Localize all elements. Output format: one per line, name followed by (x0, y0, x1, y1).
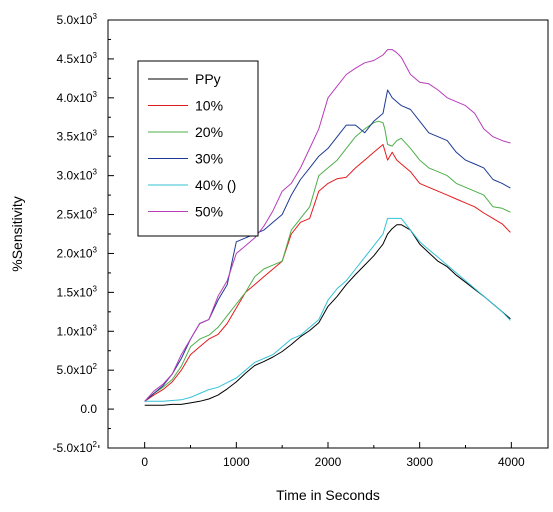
legend-label: 50% (195, 204, 223, 220)
y-tick-exponent: 3 (93, 207, 98, 216)
legend-label: PPy (195, 71, 221, 87)
y-tick-exponent: 3 (93, 12, 98, 21)
y-tick-label: 3.5x103 (57, 129, 98, 144)
series-layer (144, 49, 511, 406)
y-tick-exponent: 3 (93, 323, 98, 332)
series-line-6 (144, 49, 511, 402)
y-tick-label: 5.0x102 (57, 362, 98, 377)
y-tick-exponent: 3 (93, 245, 98, 254)
y-tick-label: 2.0x103 (57, 245, 98, 260)
legend-label: 30% (195, 151, 223, 167)
y-tick-exponent: 3 (93, 90, 98, 99)
series-line-5 (144, 217, 511, 402)
y-tick-exponent: 2 (93, 440, 98, 449)
y-tick-exponent: 3 (93, 51, 98, 60)
y-tick-exponent: 2 (93, 362, 98, 371)
x-tick-label: 4000 (498, 455, 525, 469)
series-line-2 (144, 144, 511, 402)
x-tick-label: 1000 (223, 455, 250, 469)
x-tick-label: 0 (141, 455, 148, 469)
y-tick-exponent: 3 (93, 284, 98, 293)
y-tick-label: 4.5x103 (57, 51, 98, 66)
y-tick-label: 0.0 (80, 402, 97, 416)
y-tick-label: 5.0x103 (57, 12, 98, 27)
x-axis-title: Time in Seconds (276, 487, 380, 503)
y-tick-label: 1.5x103 (57, 284, 98, 299)
y-tick-label: 4.0x103 (57, 90, 98, 105)
y-tick-exponent: 3 (93, 168, 98, 177)
legend-label: 10% (195, 98, 223, 114)
legend-label: 40% () (195, 177, 236, 193)
y-tick-label: -5.0x102 (53, 440, 98, 455)
legend-box (137, 60, 259, 237)
y-tick-label: 3.0x103 (57, 168, 98, 183)
series-line-3 (144, 120, 511, 402)
y-tick-exponent: 3 (93, 129, 98, 138)
y-tick-label: 1.0x103 (57, 323, 98, 338)
x-tick-label: 3000 (406, 455, 433, 469)
y-tick-label: 2.5x103 (57, 207, 98, 222)
series-line-1 (144, 224, 511, 406)
x-axis-ticks: 0 1000 2000 3000 4000 (98, 442, 525, 469)
legend: PPy 10% 20% 30% 40% () 50% (137, 60, 259, 237)
x-tick-label: 2000 (315, 455, 342, 469)
y-axis-ticks: -5.0x102 0.0 5.0x102 1.0x103 1.5x103 2.0x103 2… (53, 12, 114, 455)
y-axis-title: %Sensitivity (9, 196, 25, 271)
legend-label: 20% (195, 124, 223, 140)
